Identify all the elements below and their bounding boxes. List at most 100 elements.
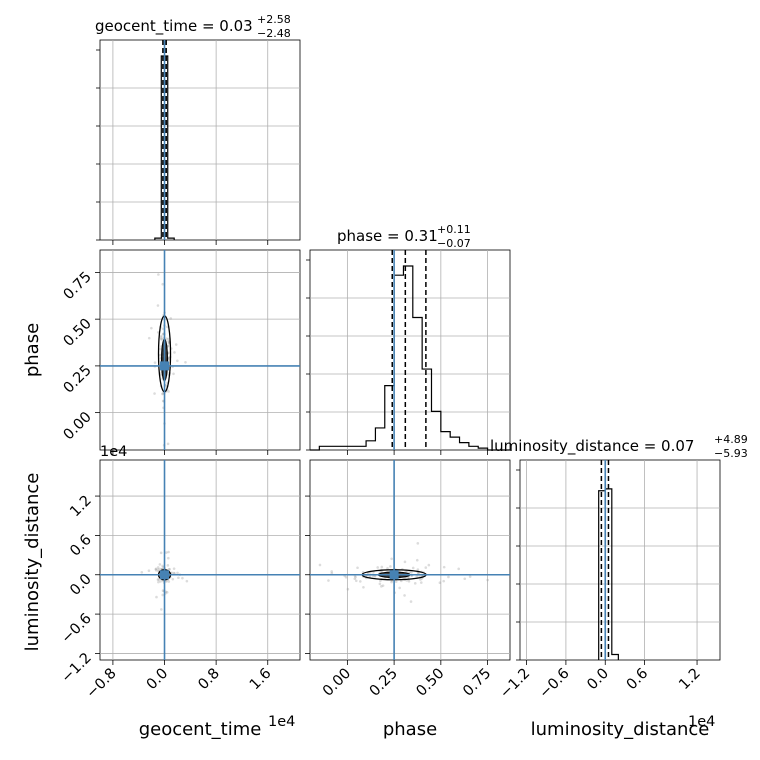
title-phase-plus: +0.11 [437,223,471,236]
sample-point [167,339,170,343]
sample-point [468,575,472,578]
sample-point [166,243,169,246]
sample-point [155,595,158,599]
truth-marker [160,570,170,580]
sample-point [147,569,151,573]
sample-point [415,575,419,578]
sample-point [378,582,382,586]
hist-phase [310,265,510,451]
sample-point [390,557,393,561]
ytick-label-phase: 0.25 [61,362,95,396]
sample-point [167,356,171,360]
xlabel-luminosity-distance: luminosity_distance [531,719,710,740]
sample-point [159,337,163,341]
sample-point [158,159,161,162]
sample-point [161,392,165,395]
title-geocent-time: geocent_time = 0.03 +2.58 −2.48 [95,13,291,40]
sample-point [353,577,357,581]
sample-point [173,351,176,354]
ytick-label-luminosity-distance: −1.2 [59,650,95,686]
title-luminosity-distance: luminosity_distance = 0.07 +4.89 −5.93 [490,433,748,460]
sample-point [419,581,423,584]
panel-2-0-frame [99,459,301,661]
sample-point [140,570,144,574]
xtick-label-luminosity-distance: −0.6 [537,666,573,702]
xtick-label-luminosity-distance: −1.2 [497,666,533,702]
offset-text-luminosity-distance-y: 1e4 [100,444,127,460]
sample-point [354,579,358,583]
sample-point [427,563,431,567]
sample-point [167,337,170,341]
xtick-label-phase: 0.25 [367,666,401,700]
sample-point [529,569,532,572]
sample-point [172,372,175,376]
sample-point [160,334,163,338]
title-luminosity-distance-minus: −5.93 [714,447,748,460]
sample-point [380,585,383,588]
ylabel-luminosity-distance: luminosity_distance [22,473,43,652]
sample-point [167,358,171,362]
sample-point [169,317,173,320]
truth-marker [389,570,399,580]
panel-2-2-frame [519,459,721,661]
panel-1-0-content [100,159,300,450]
xlabel-geocent-time: geocent_time [139,719,262,740]
sample-point [156,566,160,569]
panel-0-0-frame [99,39,301,241]
sample-point [159,580,162,583]
sample-point [404,570,408,573]
xtick-label-luminosity-distance: 0.6 [624,666,652,694]
sample-point [158,353,162,357]
ytick-label-phase: 0.75 [61,269,95,303]
ytick-label-luminosity-distance: 0.6 [67,532,95,560]
sample-point [344,575,348,579]
sample-point [156,578,160,581]
sample-point [172,567,176,570]
sample-point [171,577,175,581]
sample-point [394,580,398,583]
sample-point [167,568,171,571]
sample-point [167,556,170,560]
xtick-label-phase: 0.00 [320,666,354,700]
xtick-label-geocent-time: 1.6 [247,666,275,694]
sample-point [160,608,163,611]
sample-point [416,542,420,545]
sample-point [155,569,158,572]
sample-point [463,577,467,581]
sample-point [158,563,162,566]
ytick-label-phase: 0.00 [61,409,95,443]
sample-point [159,336,163,339]
title-phase: phase = 0.31 +0.11 −0.07 [337,223,471,250]
offset-text-geocent-time-x: 1e4 [268,714,295,730]
panel-1-1-frame [309,249,511,451]
sample-point [346,587,350,591]
sample-point [181,576,184,580]
sample-point [154,567,158,571]
sample-point [409,600,413,603]
sample-point [150,326,153,330]
sample-point [381,584,385,587]
sample-point [415,558,419,562]
sample-point [403,594,406,597]
title-luminosity-distance-plus: +4.89 [714,433,748,446]
sample-point [157,273,160,276]
sample-point [378,579,382,583]
sample-point [166,442,170,446]
sample-point [411,566,415,570]
sample-point [157,183,160,186]
sample-point [157,580,160,584]
sample-point [373,575,377,578]
title-phase-main: phase = 0.31 [337,227,438,245]
sample-point [356,566,359,570]
ytick-label-luminosity-distance: 0.0 [67,571,95,599]
sample-point [167,390,170,393]
sample-point [419,578,422,581]
sample-point [389,565,392,568]
title-geocent-time-plus: +2.58 [257,13,291,26]
sample-point [359,580,362,583]
xlabel-phase: phase [383,719,437,740]
sample-point [177,576,180,580]
sample-point [161,593,165,597]
sample-point [184,360,187,364]
sample-point [159,567,163,571]
